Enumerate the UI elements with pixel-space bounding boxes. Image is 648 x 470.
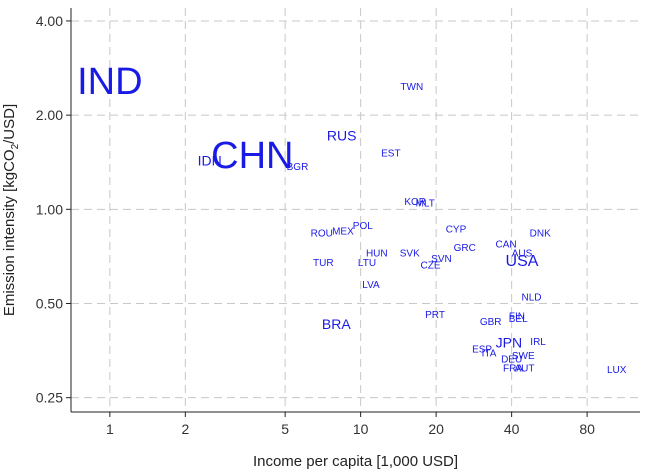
data-point-svn: SVN	[431, 254, 452, 265]
x-tick-label: 10	[353, 421, 369, 437]
x-tick-label: 20	[428, 421, 444, 437]
data-point-jpn: JPN	[496, 335, 522, 351]
data-point-aus: AUS	[512, 248, 533, 259]
data-point-fin: FIN	[509, 312, 525, 323]
data-point-grc: GRC	[454, 243, 476, 254]
data-point-chn: CHN	[211, 135, 293, 177]
data-point-rou: ROU	[311, 228, 333, 239]
data-point-svk: SVK	[400, 248, 420, 259]
data-point-prt: PRT	[425, 310, 445, 321]
x-tick-label: 1	[106, 421, 114, 437]
data-point-gbr: GBR	[480, 317, 502, 328]
data-point-ita: ITA	[482, 348, 497, 359]
data-point-mex: MEX	[332, 227, 354, 238]
data-point-bel: BEL	[509, 314, 528, 325]
data-point-aut: AUT	[514, 363, 534, 374]
data-point-cyp: CYP	[446, 224, 467, 235]
x-tick-label: 40	[504, 421, 520, 437]
data-point-twn: TWN	[400, 82, 423, 93]
y-axis-title-suffix: /USD]	[1, 104, 18, 144]
y-tick-label: 2.00	[36, 107, 63, 123]
data-point-swe: SWE	[512, 351, 535, 362]
data-point-bra: BRA	[322, 316, 351, 332]
y-axis-title-prefix: Emission intensity [kgCO	[1, 149, 18, 316]
y-axis-title: Emission intensity [kgCO2/USD]	[1, 104, 21, 316]
data-point-idn: IDN	[198, 153, 222, 169]
data-point-pol: POL	[353, 221, 373, 232]
y-tick-label: 0.50	[36, 296, 63, 312]
data-point-lux: LUX	[607, 365, 627, 376]
data-point-rus: RUS	[327, 128, 357, 144]
x-tick-label: 5	[281, 421, 289, 437]
y-tick-label: 4.00	[36, 13, 63, 29]
data-point-est: EST	[381, 149, 400, 160]
y-tick-label: 1.00	[36, 201, 63, 217]
grid-lines	[71, 8, 640, 412]
data-point-nld: NLD	[521, 293, 541, 304]
data-point-bgr: BGR	[287, 162, 309, 173]
data-point-lva: LVA	[362, 280, 380, 291]
x-tick-label: 80	[579, 421, 595, 437]
data-point-ltu: LTU	[358, 258, 376, 269]
x-tick-label: 2	[181, 421, 189, 437]
tick-labels: 1 2 5 10 20 40 80 0.25 0.50 1.00 2.00 4.00	[36, 13, 595, 437]
data-point-hun: HUN	[366, 248, 388, 259]
data-point-esp: ESP	[472, 345, 492, 356]
data-point-fra: FRA	[503, 363, 523, 374]
data-point-tur: TUR	[313, 258, 334, 269]
data-point-deu: DEU	[501, 354, 522, 365]
data-point-mlt: MLT	[416, 198, 435, 209]
data-point-can: CAN	[495, 239, 516, 250]
axes	[66, 8, 640, 417]
data-point-usa: USA	[506, 253, 539, 270]
data-point-cze: CZE	[421, 260, 441, 271]
data-point-kor: KOR	[404, 197, 426, 208]
x-axis-title: Income per capita [1,000 USD]	[253, 453, 458, 470]
y-tick-label: 0.25	[36, 390, 63, 406]
data-point-irl: IRL	[530, 337, 546, 348]
data-point-ind: IND	[77, 61, 142, 103]
data-point-dnk: DNK	[530, 228, 551, 239]
y-axis-title-subscript: 2	[10, 143, 21, 149]
